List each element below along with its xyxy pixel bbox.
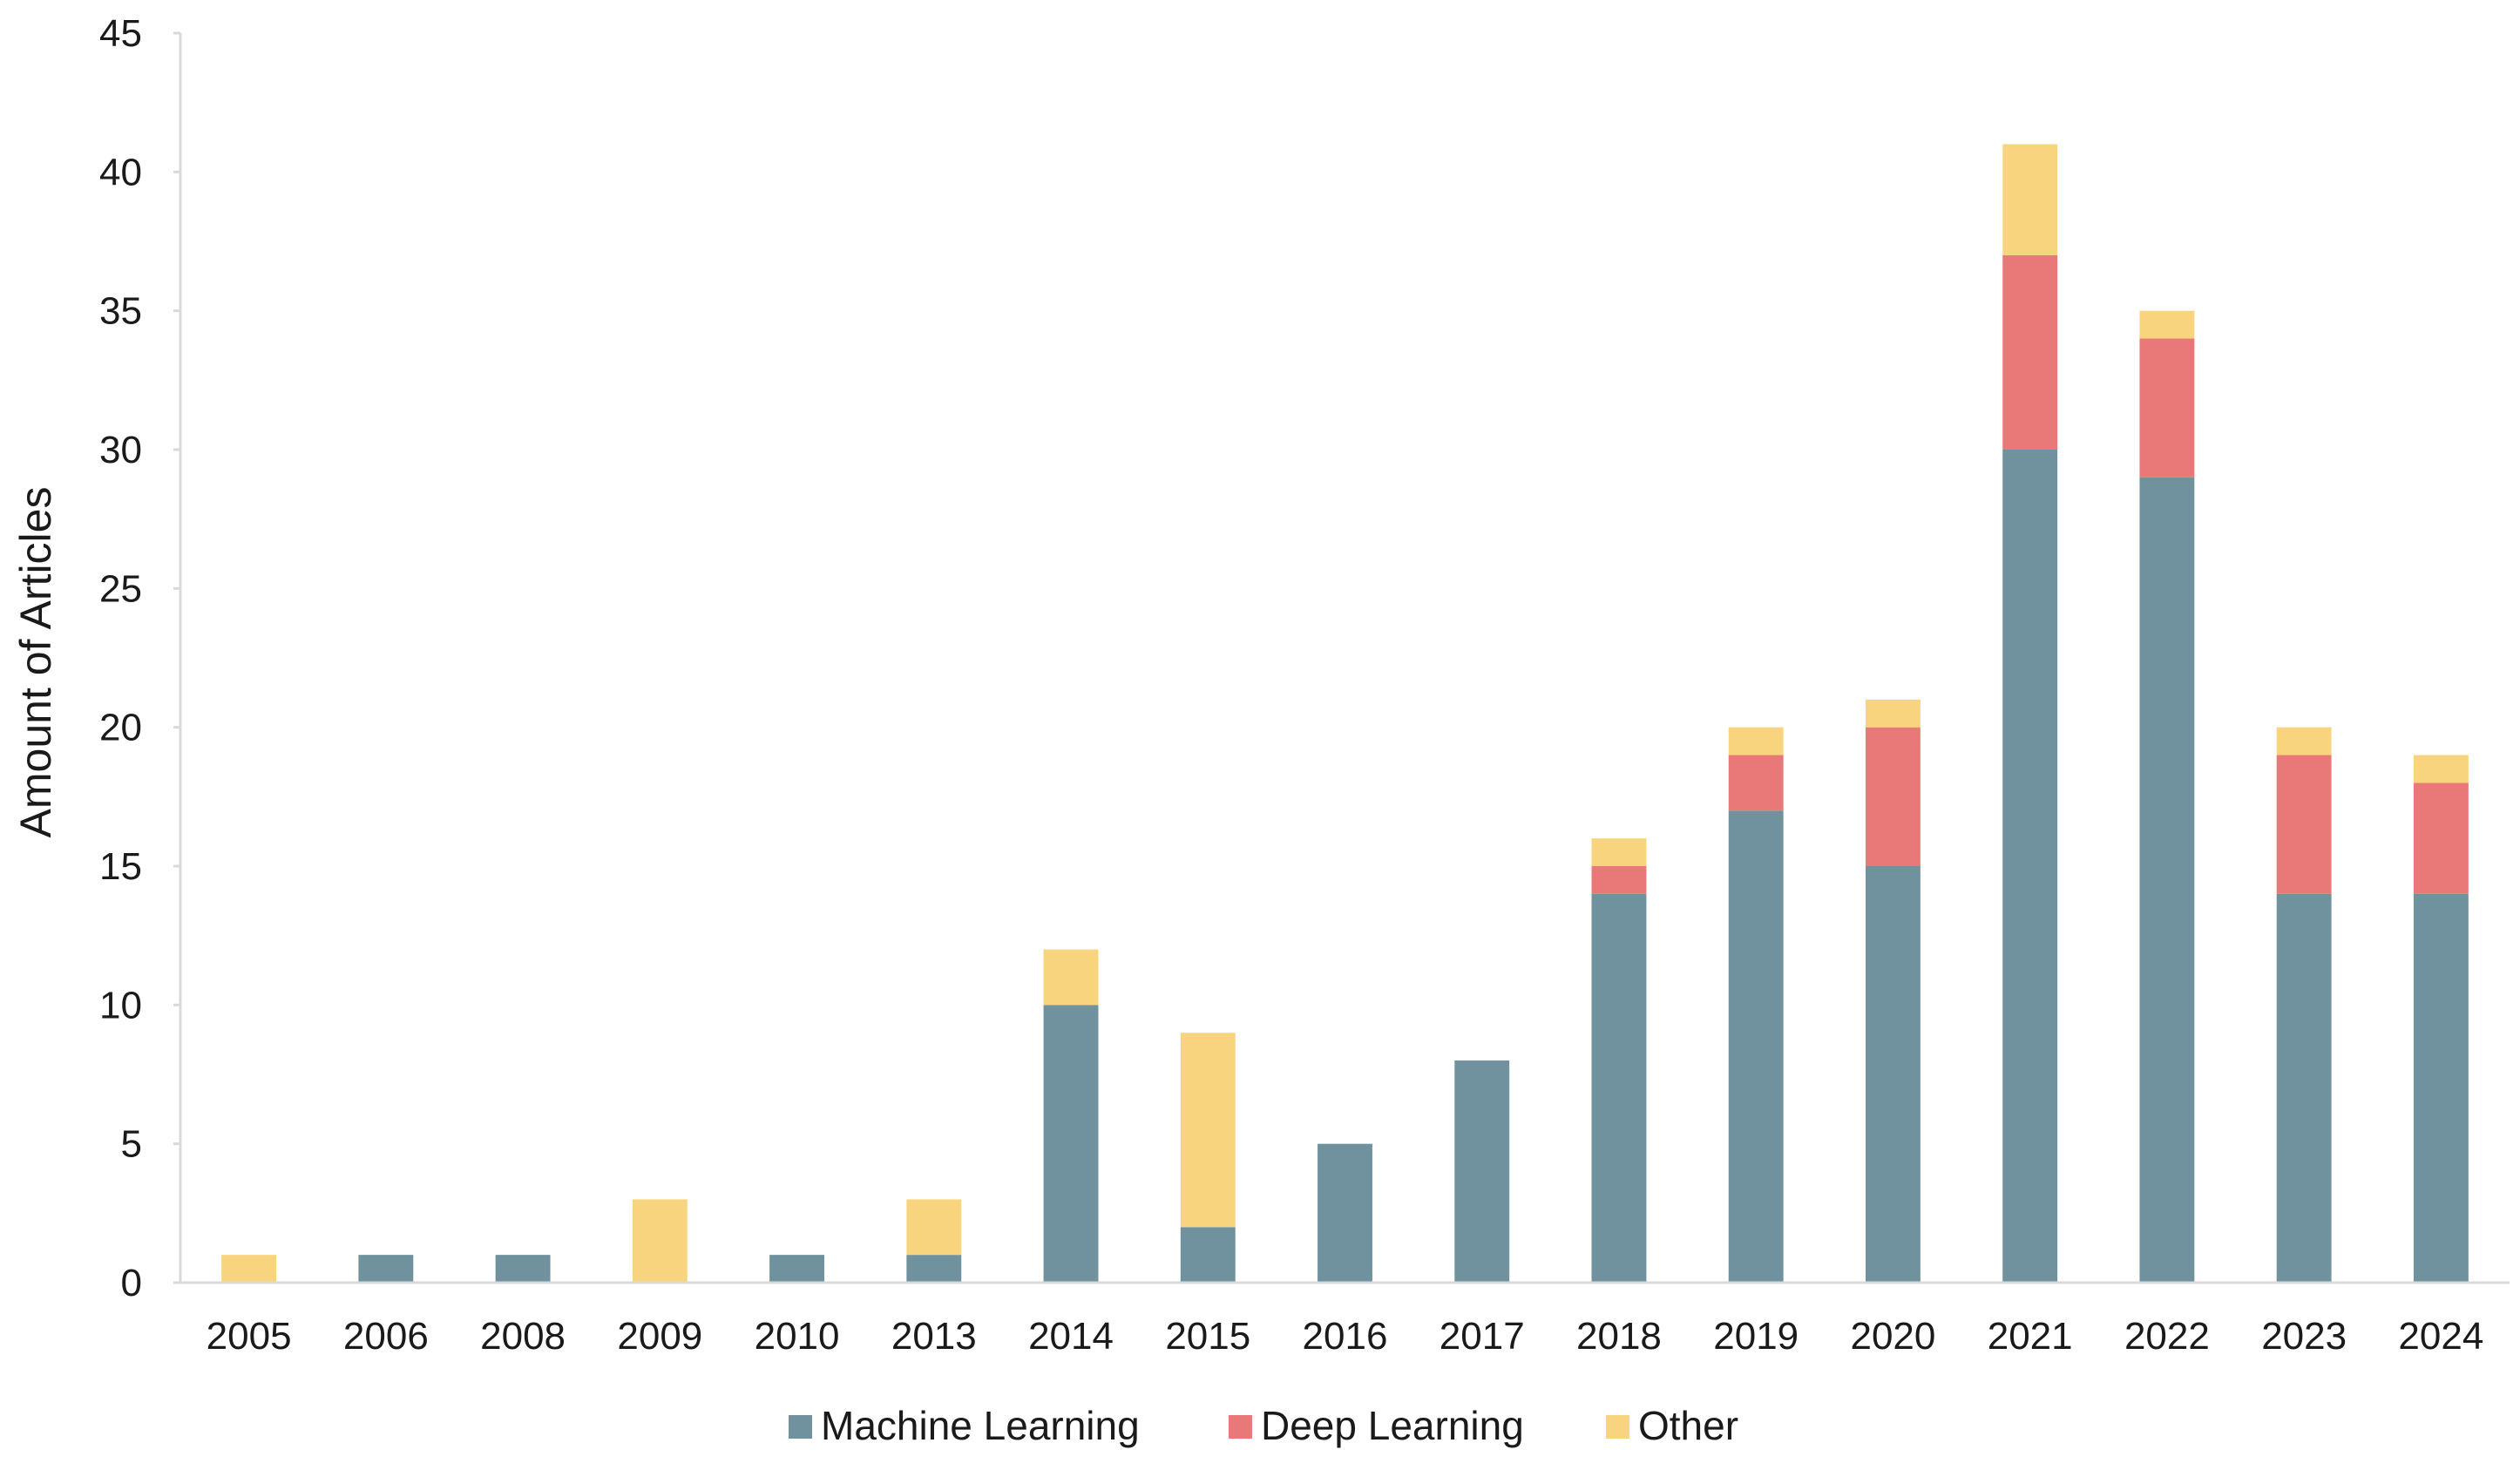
y-tick-label: 40	[99, 151, 142, 193]
bar-segment-deep-learning-2019	[1728, 755, 1784, 811]
bar-segment-other-2005	[221, 1255, 277, 1283]
bar-segment-machine-learning-2006	[358, 1255, 414, 1283]
x-tick-label: 2006	[343, 1315, 429, 1358]
bar-segment-machine-learning-2014	[1043, 1005, 1099, 1283]
x-tick-label: 2020	[1850, 1315, 1935, 1358]
x-tick-label: 2008	[480, 1315, 566, 1358]
x-tick-label: 2021	[1988, 1315, 2073, 1358]
bar-segment-other-2021	[2002, 144, 2058, 255]
y-tick-label: 20	[99, 707, 142, 749]
x-tick-label: 2013	[891, 1315, 977, 1358]
x-tick-label: 2019	[1713, 1315, 1799, 1358]
x-tick-label: 2014	[1028, 1315, 1114, 1358]
x-tick-label: 2017	[1440, 1315, 1525, 1358]
legend-label: Other	[1638, 1403, 1738, 1448]
bar-segment-other-2018	[1591, 838, 1647, 866]
x-tick-label: 2023	[2261, 1315, 2347, 1358]
bar-segment-machine-learning-2023	[2276, 893, 2332, 1283]
bar-segment-machine-learning-2017	[1454, 1060, 1510, 1283]
y-tick-label: 30	[99, 429, 142, 471]
bar-segment-machine-learning-2024	[2413, 893, 2469, 1283]
bar-segment-other-2023	[2276, 727, 2332, 755]
y-tick-label: 15	[99, 845, 142, 888]
y-tick-label: 45	[99, 12, 142, 55]
bar-segment-deep-learning-2018	[1591, 866, 1647, 894]
y-tick-label: 0	[121, 1262, 142, 1304]
x-tick-label: 2024	[2398, 1315, 2483, 1358]
y-tick-label: 5	[121, 1123, 142, 1166]
legend-swatch-other	[1606, 1415, 1629, 1439]
bar-segment-deep-learning-2021	[2002, 254, 2058, 450]
bar-segment-other-2020	[1865, 699, 1920, 728]
y-tick-label: 10	[99, 984, 142, 1026]
x-tick-label: 2015	[1165, 1315, 1250, 1358]
y-axis-title: Amount of Articles	[11, 487, 60, 838]
bar-segment-other-2019	[1728, 727, 1784, 755]
x-axis-ticks: 2005 2006 2008 2009 2010 2013 2014 2015 2016 2017…	[207, 1315, 2484, 1358]
bar-segment-machine-learning-2015	[1180, 1227, 1236, 1283]
bar-segment-machine-learning-2022	[2139, 477, 2195, 1283]
bar-segment-other-2024	[2413, 755, 2469, 783]
y-tick-label: 35	[99, 290, 142, 333]
bar-segment-other-2013	[906, 1199, 962, 1256]
legend-swatch-deep-learning	[1229, 1415, 1252, 1439]
x-tick-label: 2018	[1576, 1315, 1662, 1358]
legend-swatch-machine-learning	[789, 1415, 812, 1439]
y-tick-label: 25	[99, 567, 142, 610]
bar-segment-other-2014	[1043, 949, 1099, 1006]
bar-segment-deep-learning-2023	[2276, 755, 2332, 894]
bar-segment-machine-learning-2010	[769, 1255, 825, 1283]
bar-segment-machine-learning-2021	[2002, 450, 2058, 1283]
bar-segment-machine-learning-2013	[906, 1255, 962, 1283]
bar-segment-deep-learning-2024	[2413, 782, 2469, 894]
bars	[221, 144, 2469, 1283]
axes	[179, 33, 2510, 1284]
x-tick-label: 2005	[207, 1315, 292, 1358]
x-tick-label: 2009	[617, 1315, 702, 1358]
bar-segment-machine-learning-2008	[495, 1255, 551, 1283]
bar-segment-machine-learning-2018	[1591, 893, 1647, 1283]
bar-segment-deep-learning-2022	[2139, 338, 2195, 478]
legend-label: Deep Learning	[1261, 1403, 1524, 1448]
bar-segment-other-2015	[1180, 1033, 1236, 1228]
x-tick-label: 2016	[1303, 1315, 1388, 1358]
bar-segment-deep-learning-2020	[1865, 727, 1920, 866]
bar-segment-other-2022	[2139, 310, 2195, 339]
legend: Machine Learning Deep Learning Other	[789, 1403, 1738, 1448]
bar-segment-other-2009	[632, 1199, 688, 1283]
x-tick-label: 2022	[2124, 1315, 2210, 1358]
x-tick-label: 2010	[755, 1315, 840, 1358]
bar-segment-machine-learning-2019	[1728, 810, 1784, 1283]
y-axis-ticks: 0 5 10 15 20 25 30 35 40 45	[99, 12, 180, 1304]
bar-segment-machine-learning-2016	[1318, 1143, 1372, 1283]
legend-label: Machine Learning	[821, 1403, 1140, 1448]
bar-segment-machine-learning-2020	[1865, 866, 1920, 1283]
